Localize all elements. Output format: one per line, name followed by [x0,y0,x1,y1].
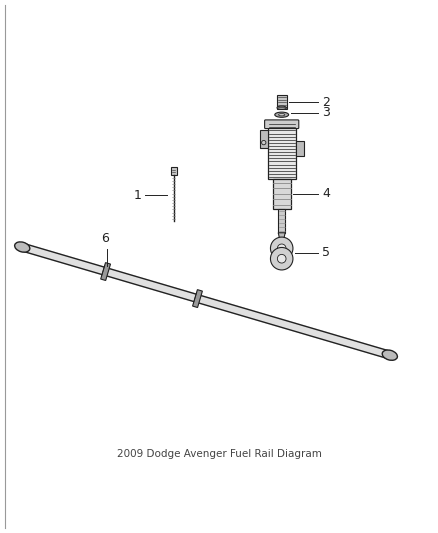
Circle shape [270,247,293,270]
Text: 2: 2 [322,95,330,109]
Bar [272,179,291,209]
Ellipse shape [382,350,397,360]
Ellipse shape [277,106,286,109]
Bar [260,131,268,148]
Text: 6: 6 [101,232,109,245]
Polygon shape [193,289,202,308]
Circle shape [277,244,286,253]
Text: 5: 5 [322,246,330,259]
Ellipse shape [14,242,30,252]
FancyBboxPatch shape [276,95,287,109]
FancyBboxPatch shape [170,167,177,175]
Bar [278,209,285,233]
Bar [296,141,304,156]
Circle shape [261,140,266,145]
Circle shape [277,254,286,263]
Polygon shape [21,243,391,359]
Text: 4: 4 [322,187,330,200]
Text: 2009 Dodge Avenger Fuel Rail Diagram: 2009 Dodge Avenger Fuel Rail Diagram [117,449,321,459]
FancyBboxPatch shape [265,120,299,128]
Text: 3: 3 [322,106,330,119]
Polygon shape [278,233,285,240]
Text: 1: 1 [133,189,141,201]
Bar [268,123,296,179]
Ellipse shape [279,114,285,116]
Polygon shape [101,263,110,280]
Ellipse shape [275,112,289,117]
Circle shape [270,237,293,260]
